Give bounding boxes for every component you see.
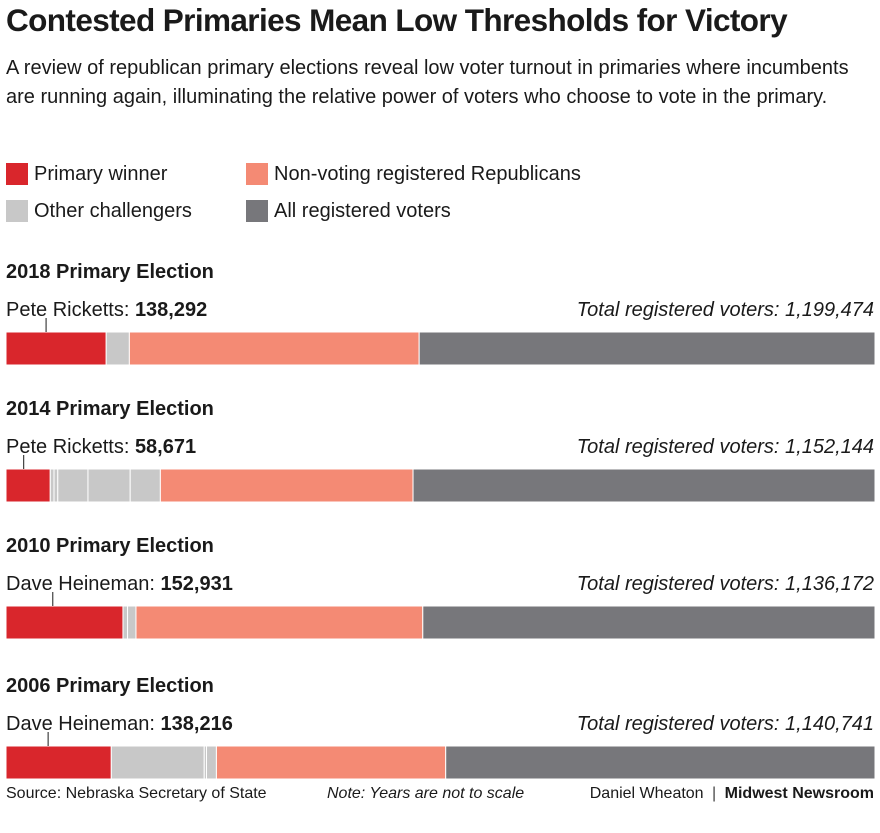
total-registered-label: Total registered voters: 1,199,474 [577, 299, 874, 321]
bar-segment-non-voting-registered-republicans [215, 745, 447, 780]
winner-votes: 138,292 [135, 299, 207, 321]
scale-note: Note: Years are not to scale [327, 785, 525, 802]
chart-title: Contested Primaries Mean Low Thresholds … [6, 2, 788, 38]
winner-label: Dave Heineman: 138,216 [6, 713, 233, 735]
legend: Primary winner Non-voting registered Rep… [6, 160, 876, 232]
bar-segment-other-challengers [122, 605, 129, 640]
chart-subtitle: A review of republican primary elections… [6, 57, 849, 108]
election-group: 2006 Primary Election Dave Heineman: 138,… [5, 675, 876, 780]
bar-segment-other-challengers [105, 331, 130, 366]
legend-item-primary-winner: Primary winner [6, 162, 167, 186]
bar-segment-non-voting-registered-republicans [159, 468, 414, 503]
winner-label: Pete Ricketts: 138,292 [6, 299, 207, 321]
total-registered-label: Total registered voters: 1,140,741 [577, 713, 874, 735]
bar-segment-primary-winner [5, 605, 124, 640]
legend-label-primary-winner: Primary winner [34, 162, 168, 185]
byline-separator: | [712, 785, 717, 802]
legend-label-non-voting: Non-voting registered Republicans [274, 162, 581, 185]
election-title: 2018 Primary Election [6, 261, 214, 283]
legend-swatch-all-registered [246, 200, 268, 222]
bar-segment-all-registered-voters [422, 605, 876, 640]
winner-name: Pete Ricketts: [6, 436, 135, 458]
winner-name: Dave Heineman: [6, 573, 161, 595]
legend-label-other-challengers: Other challengers [34, 199, 192, 222]
bar-segment-all-registered-voters [412, 468, 876, 503]
bar-segment-other-challengers [49, 468, 55, 503]
bar-segment-other-challengers [57, 468, 89, 503]
bar-segment-primary-winner [5, 468, 51, 503]
bar-segment-primary-winner [5, 331, 107, 366]
election-group: 2018 Primary Election Pete Ricketts: 138,… [5, 261, 876, 366]
legend-swatch-primary-winner [6, 163, 28, 185]
stacked-bar-chart: 2018 Primary Election Pete Ricketts: 138,… [5, 261, 876, 780]
bar-segment-other-challengers [129, 468, 161, 503]
author-name: Daniel Wheaton [589, 785, 704, 802]
legend-swatch-non-voting [246, 163, 268, 185]
bar-segment-other-challengers [87, 468, 131, 503]
winner-votes: 58,671 [135, 436, 196, 458]
winner-label: Pete Ricketts: 58,671 [6, 436, 196, 458]
bar-segment-non-voting-registered-republicans [135, 605, 424, 640]
total-registered-label: Total registered voters: 1,136,172 [577, 573, 874, 595]
bar-segment-other-challengers [206, 745, 217, 780]
organization-name: Midwest Newsroom [724, 785, 874, 802]
winner-label: Dave Heineman: 152,931 [6, 573, 233, 595]
election-title: 2010 Primary Election [6, 535, 214, 557]
election-title: 2006 Primary Election [6, 675, 214, 697]
legend-item-non-voting: Non-voting registered Republicans [246, 162, 581, 186]
bar-segment-other-challengers [53, 468, 59, 503]
bar-segment-other-challengers [110, 745, 205, 780]
byline: Daniel Wheaton | Midwest Newsroom [590, 785, 874, 803]
footer: Source: Nebraska Secretary of State Note… [6, 785, 874, 807]
total-registered-label: Total registered voters: 1,152,144 [577, 436, 874, 458]
winner-votes: 152,931 [161, 573, 233, 595]
winner-name: Dave Heineman: [6, 713, 161, 735]
legend-label-all-registered: All registered voters [274, 199, 451, 222]
bar-segment-all-registered-voters [445, 745, 876, 780]
bar-segment-other-challengers [127, 605, 137, 640]
bar-segment-all-registered-voters [418, 331, 876, 366]
winner-name: Pete Ricketts: [6, 299, 135, 321]
election-title: 2014 Primary Election [6, 398, 214, 420]
legend-swatch-other-challengers [6, 200, 28, 222]
bar-segment-primary-winner [5, 745, 112, 780]
election-group: 2014 Primary Election Pete Ricketts: 58,6… [5, 398, 876, 503]
source-credit: Source: Nebraska Secretary of State [6, 785, 267, 802]
election-group: 2010 Primary Election Dave Heineman: 152,… [5, 535, 876, 640]
legend-item-other-challengers: Other challengers [6, 199, 192, 223]
legend-item-all-registered: All registered voters [246, 199, 451, 223]
winner-votes: 138,216 [161, 713, 233, 735]
bar-segment-non-voting-registered-republicans [128, 331, 420, 366]
